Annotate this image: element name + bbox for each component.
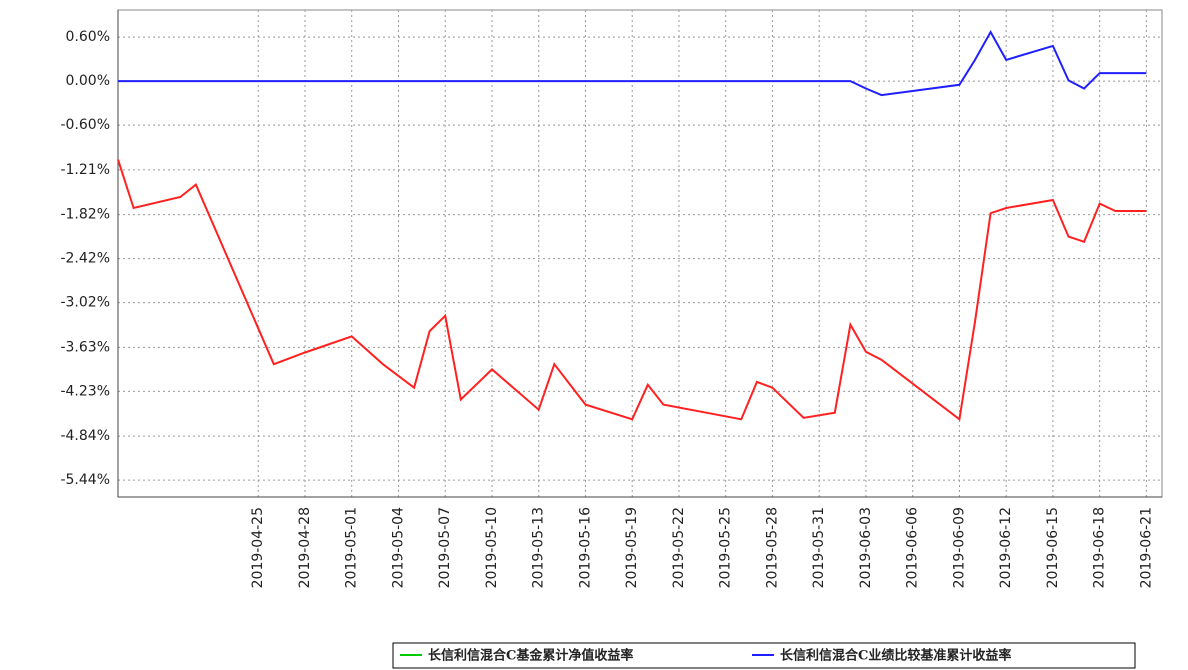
x-tick-label: 2019-05-04 [390,507,406,588]
x-tick-label: 2019-06-15 [1045,507,1061,588]
x-tick-label: 2019-06-03 [858,507,874,588]
x-tick-label: 2019-05-13 [531,507,547,588]
x-tick-label: 2019-06-09 [951,507,967,588]
x-tick-label: 2019-05-25 [718,507,734,588]
x-tick-label: 2019-06-18 [1092,507,1108,588]
x-tick-label: 2019-05-01 [344,507,360,588]
y-tick-label: -4.23% [60,383,110,399]
series-line [118,29,1147,97]
plot-area [117,9,1163,498]
x-tick-label: 2019-05-22 [671,507,687,588]
y-tick-label: -5.44% [60,472,110,488]
x-tick-label: 2019-06-06 [905,507,921,588]
y-tick-label: -3.63% [60,339,110,355]
x-tick-label: 2019-05-31 [811,507,827,588]
y-tick-label: 0.00% [66,73,110,89]
legend-label: 长信利信混合C基金累计净值收益率 [428,648,633,664]
x-tick-label: 2019-05-28 [764,507,780,588]
x-tick-label: 2019-04-25 [250,507,266,588]
y-tick-label: -1.82% [60,207,110,223]
legend-label: 长信利信混合C业绩比较基准累计收益率 [780,648,1011,664]
x-tick-label: 2019-06-21 [1138,507,1154,588]
x-tick-label: 2019-05-16 [577,507,593,588]
x-tick-label: 2019-05-19 [624,507,640,588]
x-tick-label: 2019-05-10 [484,507,500,588]
x-tick-label: 2019-05-07 [437,507,453,588]
x-tick-label: 2019-04-28 [297,507,313,588]
y-tick-label: -1.21% [60,162,110,178]
series-line [117,159,1147,422]
x-tick-label: 2019-06-12 [998,507,1014,588]
y-tick-label: -3.02% [60,295,110,311]
y-tick-label: -2.42% [60,251,110,267]
y-tick-label: -4.84% [60,428,110,444]
y-tick-label: 0.60% [66,29,110,45]
y-tick-label: -0.60% [60,117,110,133]
